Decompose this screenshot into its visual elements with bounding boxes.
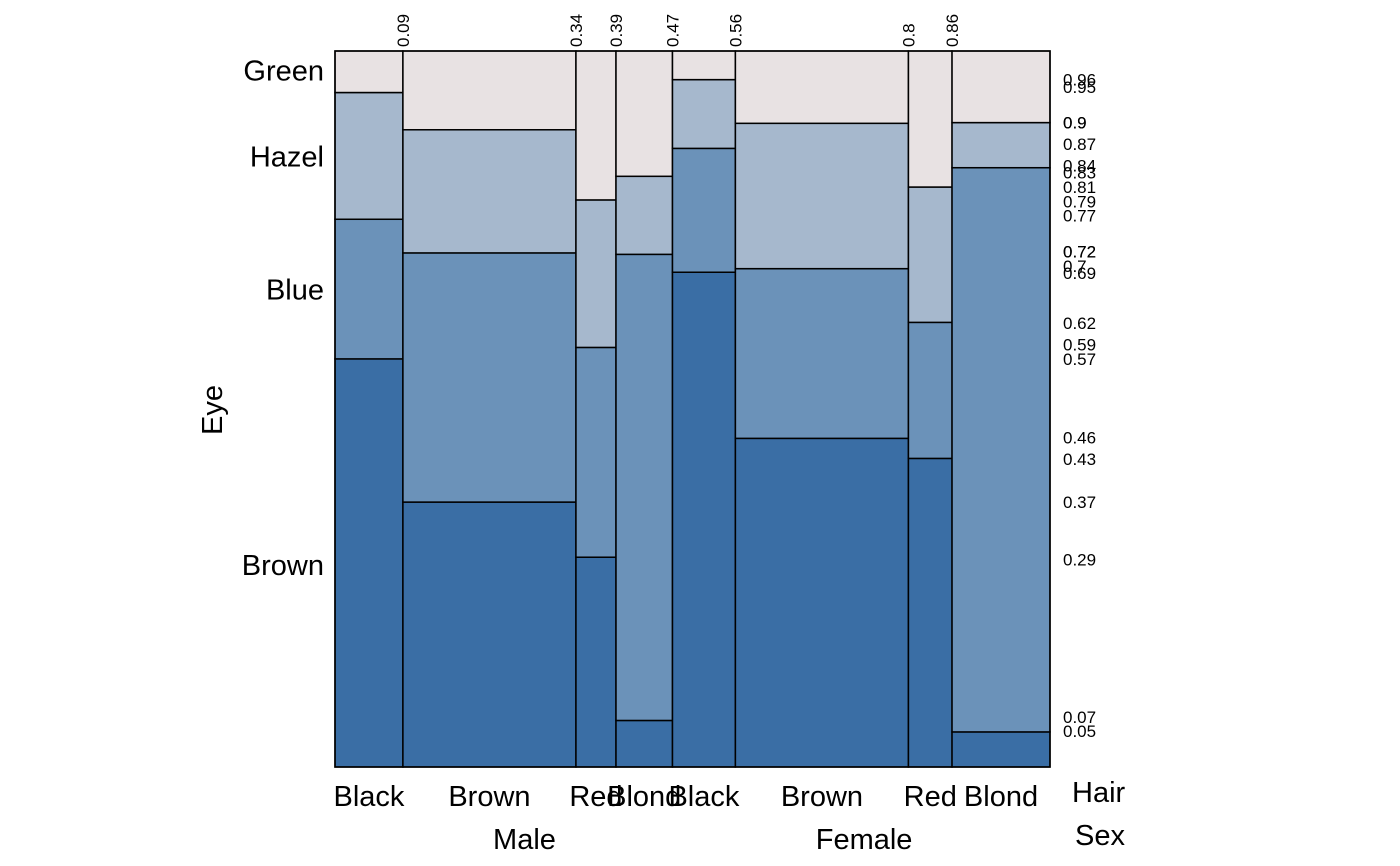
hair-label-male-black: Black [334,781,405,813]
eye-label-green: Green [243,55,324,87]
right-tick-label: 0.7 [1063,257,1087,276]
right-tick-label: 0.95 [1063,78,1096,97]
hair-label-female-red: Red [904,781,957,813]
sex-axis-label: Sex [1075,820,1125,852]
right-tick-labels: 0.960.950.90.90.870.840.830.810.790.770.… [1063,71,1096,742]
cell-male-brown-blue [402,252,577,503]
hair-label-male-red: Red [569,781,622,813]
cell-female-brown-hazel [734,122,910,270]
right-tick-label: 0.87 [1063,135,1096,154]
right-tick-label: 0.05 [1063,722,1096,741]
cell-male-blond-green [615,50,674,178]
right-tick-label: 0.77 [1063,207,1096,226]
right-tick-label: 0.43 [1063,450,1096,469]
cell-female-black-blue [671,147,737,273]
sex-label-female: Female [816,824,913,856]
cell-female-brown-green [734,50,910,125]
right-tick-label: 0.37 [1063,493,1096,512]
hair-label-female-black: Black [668,781,739,813]
right-tick-label: 0.07 [1063,708,1096,727]
cell-male-black-green [334,50,404,94]
cell-male-black-blue [334,218,404,360]
top-tick-labels: 0.09 0.34 0.39 0.47 0.56 0.8 0.86 [394,14,962,47]
cell-male-brown-green [402,50,577,131]
right-tick-label: 0.9 [1063,114,1087,133]
right-tick-label: 0.29 [1063,550,1096,569]
top-tick-label: 0.47 [663,14,682,47]
cell-male-black-hazel [334,91,404,221]
hair-label-male-blond: Blond [607,781,681,813]
cell-male-blond-blue [615,253,674,722]
mosaic-cells [334,50,1051,768]
plot-frame [334,50,1051,768]
right-tick-label: 0.9 [1063,114,1087,133]
cell-female-blond-green [951,50,1051,124]
cell-male-red-blue [575,346,617,558]
top-tick-label: 0.56 [726,14,745,47]
top-tick-label: 0.09 [394,14,413,47]
right-tick-label: 0.46 [1063,429,1096,448]
cell-female-blond-blue [951,166,1051,733]
top-tick-label: 0.39 [607,14,626,47]
top-tick-label: 0.34 [567,14,586,47]
cell-male-brown-brown [402,501,577,768]
cell-female-red-green [907,50,953,188]
eye-label-blue: Blue [266,274,324,306]
cell-female-brown-brown [734,437,910,768]
sex-level-labels: Male Female [493,824,912,856]
cell-female-red-hazel [907,186,953,324]
cell-female-blond-hazel [951,121,1051,169]
cell-male-black-brown [334,358,404,768]
cell-female-red-blue [907,321,953,460]
right-tick-label: 0.83 [1063,164,1096,183]
cell-male-blond-hazel [615,175,674,256]
right-tick-label: 0.72 [1063,242,1096,261]
sex-label-male: Male [493,824,556,856]
top-tick-label: 0.86 [943,14,962,47]
cell-female-blond-brown [951,731,1051,768]
right-tick-label: 0.57 [1063,350,1096,369]
hair-axis-label: Hair [1072,777,1126,809]
cell-male-brown-hazel [402,129,577,254]
right-tick-label: 0.96 [1063,71,1096,90]
cell-male-red-brown [575,556,617,768]
cell-female-black-green [671,50,737,81]
right-tick-label: 0.72 [1063,242,1096,261]
hair-label-female-blond: Blond [964,781,1038,813]
eye-label-hazel: Hazel [250,141,324,173]
top-tick-label: 0.8 [899,23,918,47]
right-tick-label: 0.69 [1063,264,1096,283]
cell-female-black-brown [671,271,737,768]
right-tick-label: 0.62 [1063,314,1096,333]
cell-female-black-hazel [671,78,737,150]
y-axis-label: Eye [197,385,229,435]
cell-male-red-hazel [575,199,617,349]
cell-male-red-green [575,50,617,201]
hair-label-female-brown: Brown [781,781,863,813]
right-tick-label: 0.84 [1063,157,1096,176]
right-tick-label: 0.59 [1063,336,1096,355]
cell-female-brown-blue [734,267,910,440]
cell-female-red-brown [907,457,953,768]
eye-level-labels: Green Hazel Blue Brown [242,55,324,582]
hair-label-male-brown: Brown [448,781,530,813]
right-tick-label: 0.79 [1063,192,1096,211]
eye-label-brown: Brown [242,550,324,582]
right-tick-label: 0.81 [1063,178,1096,197]
cell-male-blond-brown [615,719,674,768]
